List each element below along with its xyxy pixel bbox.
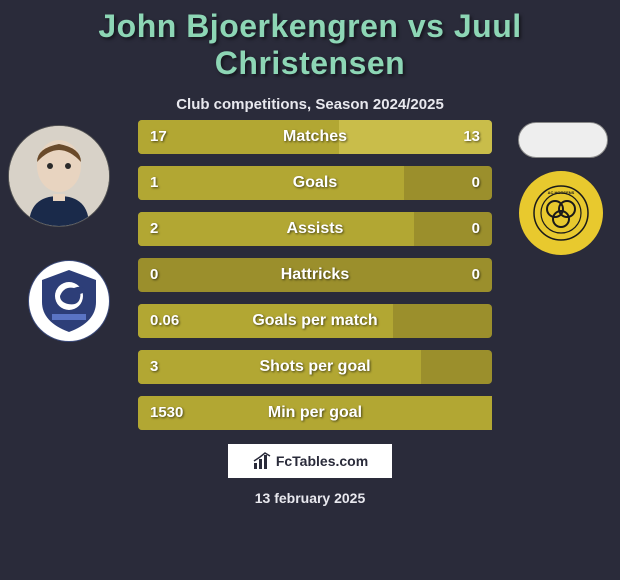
stat-row: 1713Matches — [138, 120, 492, 154]
stat-row: 10Goals — [138, 166, 492, 200]
stat-label: Shots per goal — [138, 350, 492, 384]
stat-row: 20Assists — [138, 212, 492, 246]
stat-label: Assists — [138, 212, 492, 246]
club-badge-left — [28, 260, 110, 342]
horsens-crest-icon: AC HORSENS — [533, 185, 589, 241]
chart-icon — [252, 451, 272, 471]
footer-date: 13 february 2025 — [0, 490, 620, 506]
player-right-avatar-placeholder — [518, 122, 608, 158]
randers-crest-icon — [34, 266, 104, 336]
player-left-avatar — [8, 125, 110, 227]
stat-row: 1530Min per goal — [138, 396, 492, 430]
stat-row: 3Shots per goal — [138, 350, 492, 384]
page-title: John Bjoerkengren vs Juul Christensen — [0, 0, 620, 82]
fctables-logo-text: FcTables.com — [276, 453, 368, 469]
svg-text:AC HORSENS: AC HORSENS — [548, 190, 575, 195]
stat-label: Min per goal — [138, 396, 492, 430]
stat-label: Hattricks — [138, 258, 492, 292]
person-icon — [9, 126, 109, 226]
stat-row: 00Hattricks — [138, 258, 492, 292]
player-left — [8, 125, 110, 227]
stat-label: Matches — [138, 120, 492, 154]
stats-bars: 1713Matches 10Goals 20Assists 00Hattricks 0.… — [138, 120, 492, 442]
page-subtitle: Club competitions, Season 2024/2025 — [0, 96, 620, 113]
stat-label: Goals — [138, 166, 492, 200]
fctables-logo[interactable]: FcTables.com — [227, 443, 393, 479]
stat-row: 0.06Goals per match — [138, 304, 492, 338]
stat-label: Goals per match — [138, 304, 492, 338]
club-badge-right: AC HORSENS — [518, 170, 604, 256]
